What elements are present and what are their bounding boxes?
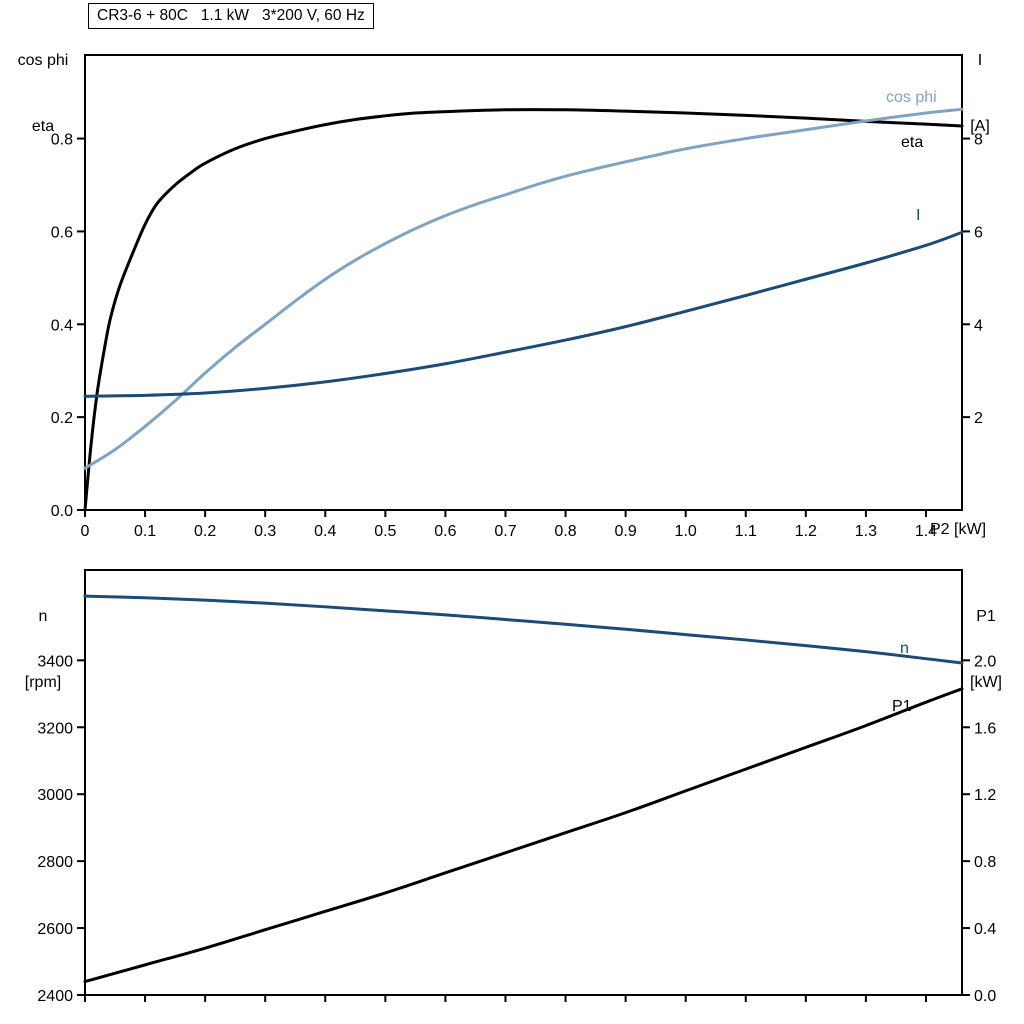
y-left-tick-label: 2600	[37, 921, 73, 938]
y-left-tick-label: 3200	[37, 720, 73, 737]
x-tick-label: 0.7	[494, 523, 516, 540]
curve-label-cos-phi: cos phi	[886, 89, 937, 106]
left-axis-title-bottom: n [rpm]	[4, 562, 82, 738]
y-right-tick-label: 2	[974, 410, 983, 427]
curve-label-eta: eta	[901, 134, 924, 151]
left-axis-title-line2: [rpm]	[24, 674, 62, 691]
x-tick-label: 1.4	[915, 523, 937, 540]
n-curve	[83, 594, 964, 665]
right-axis-title-line2: [kW]	[970, 674, 1002, 691]
x-axis-unit-label: P2 [kW]	[930, 521, 987, 538]
x-tick-label: 1.1	[735, 523, 757, 540]
y-right-tick-label: 8	[974, 132, 983, 149]
y-left-tick-label: 0.0	[51, 503, 73, 520]
x-tick-label: 0.9	[614, 523, 636, 540]
y-left-tick-label: 3000	[37, 787, 73, 804]
left-axis-title-line2: eta	[31, 118, 55, 135]
x-tick-label: 0.6	[434, 523, 456, 540]
y-left-tick-label: 2400	[37, 988, 73, 1005]
right-axis-title-bottom: P1 [kW]	[956, 562, 1016, 738]
right-axis-title-line1: I	[977, 52, 983, 69]
y-left-tick-label: 0.8	[51, 132, 73, 149]
left-axis-title-line1: cos phi	[17, 52, 69, 69]
y-left-tick-label: 0.2	[51, 410, 73, 427]
y-right-tick-label: 1.2	[974, 787, 996, 804]
left-axis-title-line1: n	[38, 608, 48, 625]
x-tick-label: 1.2	[795, 523, 817, 540]
curve-label-input-power: P1	[892, 698, 912, 715]
x-tick-label: 0.1	[134, 523, 156, 540]
y-left-tick-label: 2800	[37, 854, 73, 871]
plot-frame	[84, 54, 963, 511]
x-tick-label: 0.4	[314, 523, 336, 540]
right-axis-title-top: I [A]	[952, 6, 1008, 182]
right-axis-title-line2: [A]	[970, 118, 990, 135]
y-right-tick-label: 0.0	[974, 988, 996, 1005]
I-curve	[83, 230, 964, 398]
right-axis-title-line1: P1	[976, 608, 996, 625]
x-tick-label: 0.5	[374, 523, 396, 540]
x-tick-label: 0.3	[254, 523, 276, 540]
y-right-tick-label: 4	[974, 317, 983, 334]
plot-frame	[84, 569, 963, 996]
y-left-tick-label: 0.6	[51, 224, 73, 241]
curve-label-current: I	[916, 207, 921, 224]
x-tick-label: 0	[81, 523, 90, 540]
P1-curve	[83, 687, 964, 984]
y-right-tick-label: 6	[974, 224, 983, 241]
chart-title-box: CR3-6 + 80C 1.1 kW 3*200 V, 60 Hz	[88, 3, 374, 29]
y-right-tick-label: 0.4	[974, 921, 996, 938]
cos-phi-curve	[83, 107, 964, 470]
x-tick-label: 0.2	[194, 523, 216, 540]
y-left-tick-label: 3400	[37, 653, 73, 670]
y-right-tick-label: 1.6	[974, 720, 996, 737]
x-tick-label: 1.0	[675, 523, 697, 540]
eta-curve	[83, 108, 964, 512]
y-left-tick-label: 0.4	[51, 317, 73, 334]
y-right-tick-label: 2.0	[974, 653, 996, 670]
x-tick-label: 0.8	[554, 523, 576, 540]
y-right-tick-label: 0.8	[974, 854, 996, 871]
left-axis-title-top: cos phi eta	[4, 6, 82, 182]
x-tick-label: 1.3	[855, 523, 877, 540]
curve-label-speed: n	[900, 640, 909, 657]
